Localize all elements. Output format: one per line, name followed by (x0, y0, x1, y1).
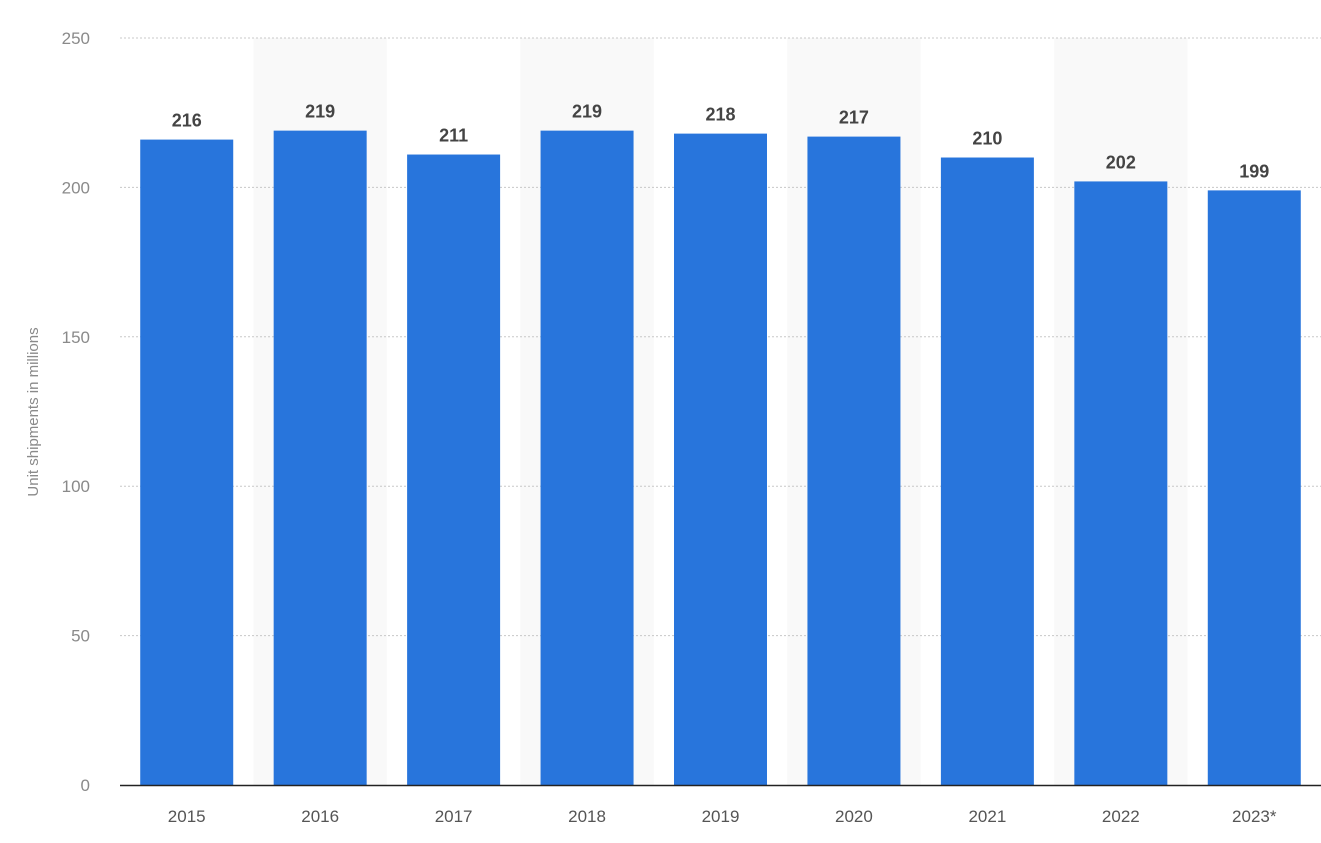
bar-2021 (940, 157, 1034, 785)
y-tick-250: 250 (62, 29, 90, 48)
data-label-2018: 219 (572, 102, 602, 122)
y-tick-50: 50 (71, 627, 90, 646)
x-tick-2017: 2017 (435, 807, 473, 826)
y-tick-0: 0 (81, 776, 90, 795)
data-label-2021: 210 (972, 129, 1002, 149)
y-tick-200: 200 (62, 178, 90, 197)
x-axis-ticks: 2015 2016 2017 2018 2019 2020 2021 2022 2023* (168, 807, 1277, 826)
bar-2020 (807, 136, 901, 785)
data-labels: 216 219 211 219 218 217 210 202 199 (172, 102, 1270, 182)
x-tick-2015: 2015 (168, 807, 206, 826)
bar-2016 (273, 130, 367, 786)
data-label-2019: 218 (705, 105, 735, 125)
x-tick-2018: 2018 (568, 807, 606, 826)
bar-2017 (407, 154, 501, 786)
y-axis-label: Unit shipments in millions (25, 327, 42, 496)
x-tick-2020: 2020 (835, 807, 873, 826)
bar-2018 (540, 130, 634, 786)
data-label-2015: 216 (172, 111, 202, 131)
y-tick-150: 150 (62, 328, 90, 347)
data-label-2017: 211 (439, 126, 468, 146)
data-label-2020: 217 (839, 108, 869, 128)
bar-2022 (1074, 181, 1168, 785)
x-tick-2016: 2016 (301, 807, 339, 826)
data-label-2022: 202 (1106, 152, 1136, 172)
x-tick-2021: 2021 (968, 807, 1006, 826)
y-tick-100: 100 (62, 477, 90, 496)
data-label-2023*: 199 (1239, 161, 1269, 181)
y-axis-ticks: 0 50 100 150 200 250 (62, 29, 90, 795)
bar-2019 (674, 133, 767, 786)
bar-2023* (1207, 190, 1301, 785)
x-tick-2022: 2022 (1102, 807, 1140, 826)
x-tick-2019: 2019 (702, 807, 740, 826)
x-tick-2023*: 2023* (1232, 807, 1277, 826)
bar-2015 (140, 139, 234, 786)
data-label-2016: 219 (305, 102, 335, 122)
bars (140, 130, 1301, 786)
